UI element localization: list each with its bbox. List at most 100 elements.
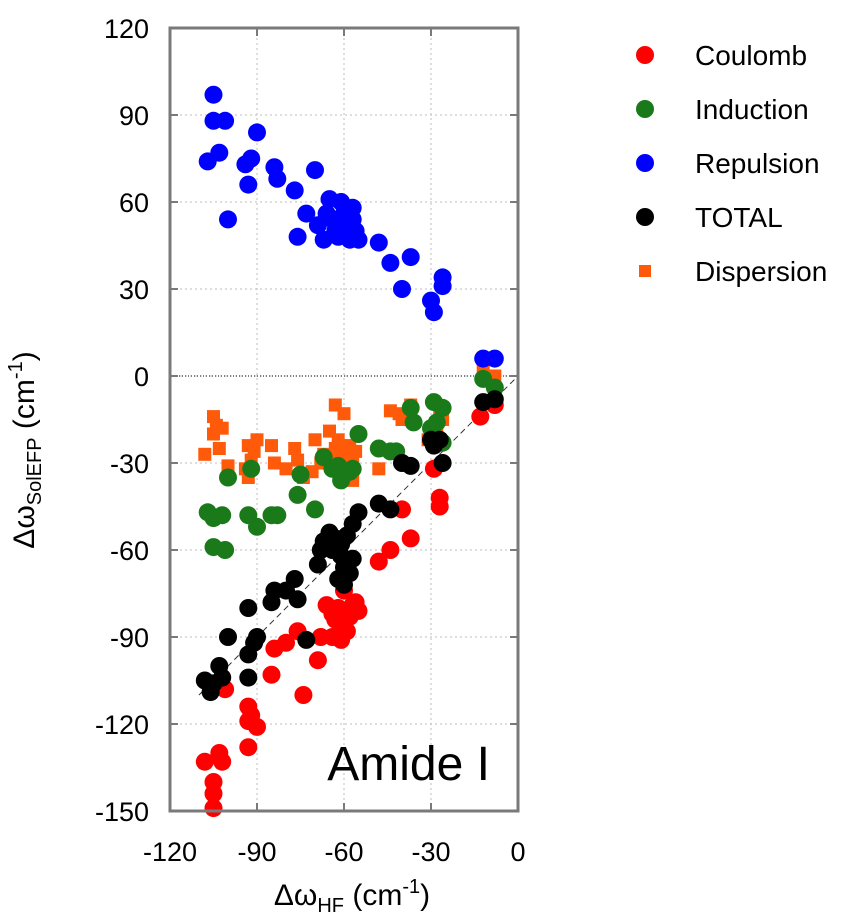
induction-point	[349, 425, 368, 443]
total-point	[288, 590, 307, 609]
legend-marker-repulsion	[636, 154, 654, 172]
coulomb-point	[401, 529, 420, 548]
coulomb-point	[430, 497, 449, 516]
repulsion-point	[433, 277, 452, 296]
coulomb-point	[277, 633, 295, 652]
coulomb-point	[294, 686, 313, 704]
coulomb-point	[381, 541, 400, 559]
x-axis-ticks: -120 -90 -60 -30 0	[143, 28, 526, 867]
repulsion-point	[288, 227, 307, 246]
x-axis-label: ΔωHF (cm-1)	[274, 876, 430, 917]
induction-point	[213, 506, 232, 525]
coulomb-point	[239, 738, 258, 757]
x-tick-label: 0	[510, 837, 525, 867]
y-tick-label: -60	[110, 536, 149, 566]
dispersion-point	[247, 444, 261, 458]
y-axis-label: ΔωSolEFP (cm-1)	[5, 351, 46, 548]
y-tick-label: -120	[95, 710, 149, 740]
repulsion-point	[297, 204, 316, 223]
y-tick-label: 120	[104, 14, 149, 44]
induction-point	[216, 541, 235, 559]
legend-label-dispersion: Dispersion	[695, 256, 827, 287]
coulomb-point	[337, 622, 356, 641]
repulsion-point	[268, 169, 287, 188]
repulsion-point	[216, 111, 235, 130]
dispersion-point	[308, 433, 322, 447]
coulomb-point	[204, 799, 223, 818]
repulsion-point	[285, 181, 304, 200]
legend-label-coulomb: Coulomb	[695, 40, 807, 71]
total-point	[349, 503, 368, 522]
x-tick-label: -90	[237, 837, 276, 867]
repulsion-point	[343, 198, 362, 217]
dispersion-point	[212, 442, 226, 455]
coulomb-point	[204, 784, 223, 803]
repulsion-point	[242, 149, 261, 168]
induction-point	[433, 398, 452, 417]
legend: Coulomb Induction Repulsion TOTAL Dispersion	[636, 40, 827, 287]
dispersion-point	[265, 439, 278, 453]
dispersion-point	[288, 442, 302, 455]
repulsion-point	[369, 233, 388, 252]
total-point	[401, 456, 420, 475]
coulomb-point	[195, 752, 214, 771]
induction-point	[248, 517, 266, 536]
induction-point	[427, 413, 446, 432]
induction-point	[288, 485, 307, 504]
dispersion-point	[250, 433, 264, 447]
legend-marker-dispersion	[639, 265, 651, 277]
dispersion-point	[198, 447, 212, 461]
y-tick-label: -90	[110, 623, 149, 653]
y-tick-label: 0	[134, 362, 149, 392]
induction-point	[268, 506, 287, 525]
coulomb-point	[369, 552, 388, 571]
y-tick-label: 60	[119, 188, 149, 218]
induction-point	[404, 413, 423, 432]
induction-point	[343, 459, 362, 478]
coulomb-point	[262, 665, 281, 684]
repulsion-point	[204, 85, 223, 104]
dispersion-point	[291, 453, 305, 467]
legend-label-induction: Induction	[695, 94, 809, 125]
repulsion-point	[248, 123, 266, 142]
y-tick-label: 90	[119, 101, 149, 131]
data-points	[195, 85, 504, 818]
y-tick-label: -150	[95, 797, 149, 827]
total-point	[239, 668, 258, 687]
dispersion-point	[349, 444, 363, 458]
x-tick-label: -30	[411, 837, 450, 867]
total-point	[343, 549, 362, 568]
y-tick-label: 30	[119, 275, 149, 305]
induction-point	[219, 468, 237, 487]
repulsion-point	[393, 280, 411, 298]
total-point	[485, 390, 504, 409]
repulsion-point	[306, 161, 324, 180]
coulomb-point	[213, 752, 232, 771]
total-point	[285, 570, 304, 588]
dispersion-point	[337, 407, 351, 421]
total-point	[433, 454, 452, 472]
total-point	[297, 630, 316, 649]
repulsion-point	[349, 230, 368, 249]
dispersion-point	[267, 456, 281, 470]
repulsion-point	[381, 253, 400, 272]
repulsion-point	[210, 143, 229, 162]
y-axis-ticks: 120 90 60 30 0 -30 -60 -90 -120 -150	[95, 14, 518, 827]
coulomb-point	[349, 601, 368, 620]
legend-marker-coulomb	[636, 46, 654, 64]
total-point	[430, 430, 449, 449]
dispersion-point	[215, 421, 229, 435]
induction-point	[242, 459, 261, 478]
repulsion-point	[401, 248, 420, 267]
total-point	[219, 628, 237, 646]
induction-point	[401, 398, 420, 417]
induction-point	[306, 500, 324, 519]
annotation-label: Amide I	[327, 738, 490, 791]
total-point	[248, 628, 266, 646]
legend-label-total: TOTAL	[695, 202, 783, 233]
total-point	[213, 668, 232, 687]
x-tick-label: -60	[324, 837, 363, 867]
x-tick-label: -120	[143, 837, 197, 867]
total-point	[239, 599, 258, 617]
